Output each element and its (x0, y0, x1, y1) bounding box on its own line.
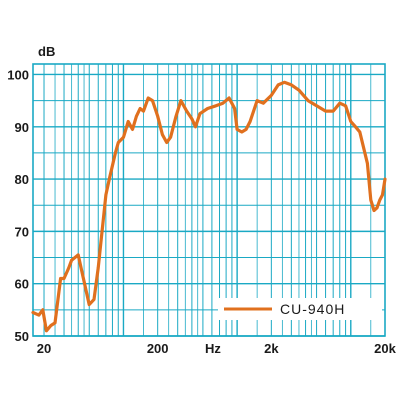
x-tick-label: 20 (37, 341, 51, 356)
plot-frame (32, 63, 386, 337)
legend-box (218, 298, 382, 320)
legend-label: CU-940H (280, 301, 345, 317)
y-axis-tick-labels: 50 60 70 80 90 100 (7, 67, 29, 344)
x-tick-label: 20k (374, 341, 396, 356)
y-tick-label: 80 (15, 172, 29, 187)
x-tick-label: 2k (264, 341, 279, 356)
series-line-cu-940h (31, 80, 387, 333)
series-layer (31, 80, 387, 333)
y-tick-label: 70 (15, 224, 29, 239)
y-tick-label: 50 (15, 329, 29, 344)
y-tick-label: 100 (7, 67, 29, 82)
x-axis-tick-labels: 20 200 2k 20k (37, 341, 397, 356)
legend: CU-940H (218, 298, 382, 320)
y-tick-label: 90 (15, 120, 29, 135)
y-tick-label: 60 (15, 277, 29, 292)
vertical-gridlines (43, 64, 386, 336)
y-axis-label: dB (38, 44, 55, 59)
x-tick-label: 200 (147, 341, 169, 356)
x-axis-unit-label: Hz (205, 341, 221, 356)
